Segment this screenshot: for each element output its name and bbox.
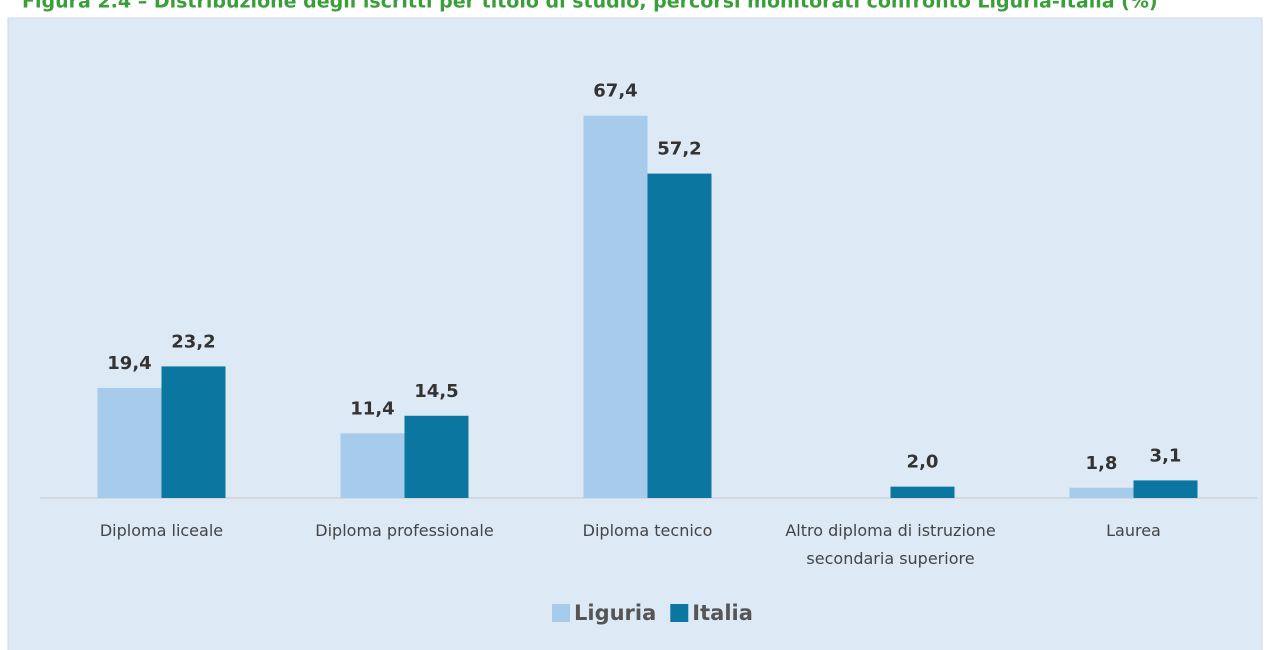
x-tick-label: Altro diploma di istruzione secondaria s… xyxy=(785,521,996,568)
value-label: 67,4 xyxy=(593,81,637,102)
value-label: 3,1 xyxy=(1150,445,1182,466)
bar xyxy=(583,115,648,498)
value-label: 2,0 xyxy=(907,452,939,473)
value-label: 57,2 xyxy=(657,139,701,160)
bar xyxy=(340,433,405,498)
chart-title: Figura 2.4 – Distribuzione degli iscritt… xyxy=(22,0,1158,13)
value-label: 23,2 xyxy=(171,331,215,352)
bar xyxy=(1069,487,1134,498)
value-label: 14,5 xyxy=(414,381,458,402)
legend-label: Liguria xyxy=(574,601,656,625)
bar xyxy=(1133,480,1198,498)
value-label: 19,4 xyxy=(107,353,151,374)
bar xyxy=(647,173,712,498)
bar xyxy=(97,387,162,498)
bar xyxy=(161,366,226,498)
legend-swatch xyxy=(670,604,689,622)
x-tick-label: Laurea xyxy=(1106,521,1161,540)
bar xyxy=(404,415,469,498)
legend-swatch xyxy=(552,604,570,622)
x-tick-label: Diploma professionale xyxy=(315,521,494,540)
value-label: 11,4 xyxy=(350,398,394,419)
value-label: 1,8 xyxy=(1086,453,1118,474)
bar xyxy=(890,486,955,498)
legend-label: Italia xyxy=(692,601,753,625)
x-tick-label: Diploma tecnico xyxy=(582,521,713,540)
x-tick-label: Diploma liceale xyxy=(99,521,224,540)
